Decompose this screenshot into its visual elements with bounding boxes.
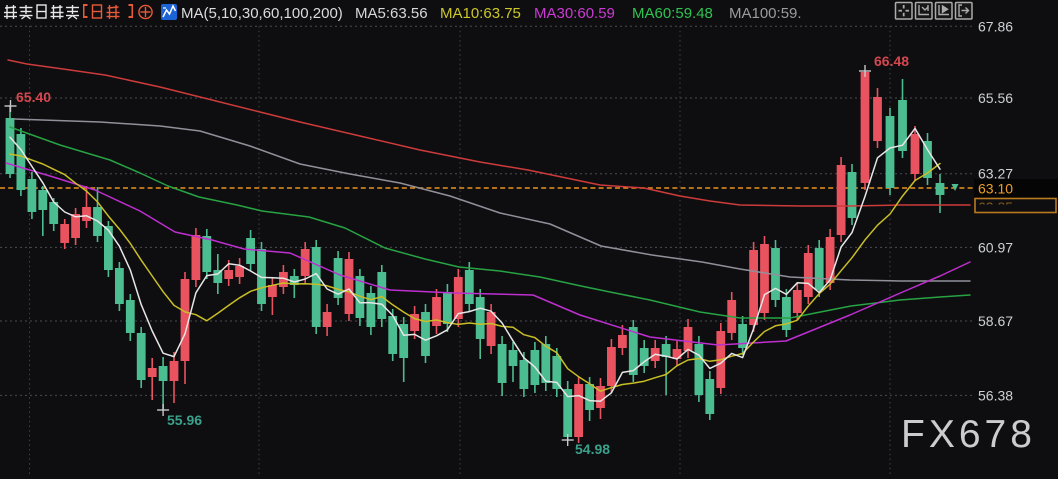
svg-text:56.38: 56.38 [978, 387, 1013, 403]
svg-text:MA30:60.59: MA30:60.59 [534, 5, 615, 22]
svg-text:MA5:63.56: MA5:63.56 [355, 5, 428, 22]
svg-text:67.86: 67.86 [978, 18, 1013, 34]
svg-text:62.85: 62.85 [978, 199, 1013, 215]
svg-text:54.98: 54.98 [575, 441, 610, 457]
svg-text:63.10: 63.10 [978, 181, 1013, 197]
svg-text:MA60:59.48: MA60:59.48 [632, 5, 713, 22]
svg-text:65.56: 65.56 [978, 90, 1013, 106]
svg-text:FX678: FX678 [901, 413, 1036, 456]
svg-text:63.27: 63.27 [978, 166, 1013, 182]
svg-text:65.40: 65.40 [16, 89, 51, 105]
svg-text:MA(5,10,30,60,100,200): MA(5,10,30,60,100,200) [181, 5, 343, 22]
svg-text:MA10:63.75: MA10:63.75 [440, 5, 521, 22]
svg-text:66.48: 66.48 [874, 53, 909, 69]
svg-text:60.97: 60.97 [978, 239, 1013, 255]
svg-text:58.67: 58.67 [978, 313, 1013, 329]
svg-text:55.96: 55.96 [167, 412, 202, 428]
svg-text:MA100:59.: MA100:59. [729, 5, 802, 22]
